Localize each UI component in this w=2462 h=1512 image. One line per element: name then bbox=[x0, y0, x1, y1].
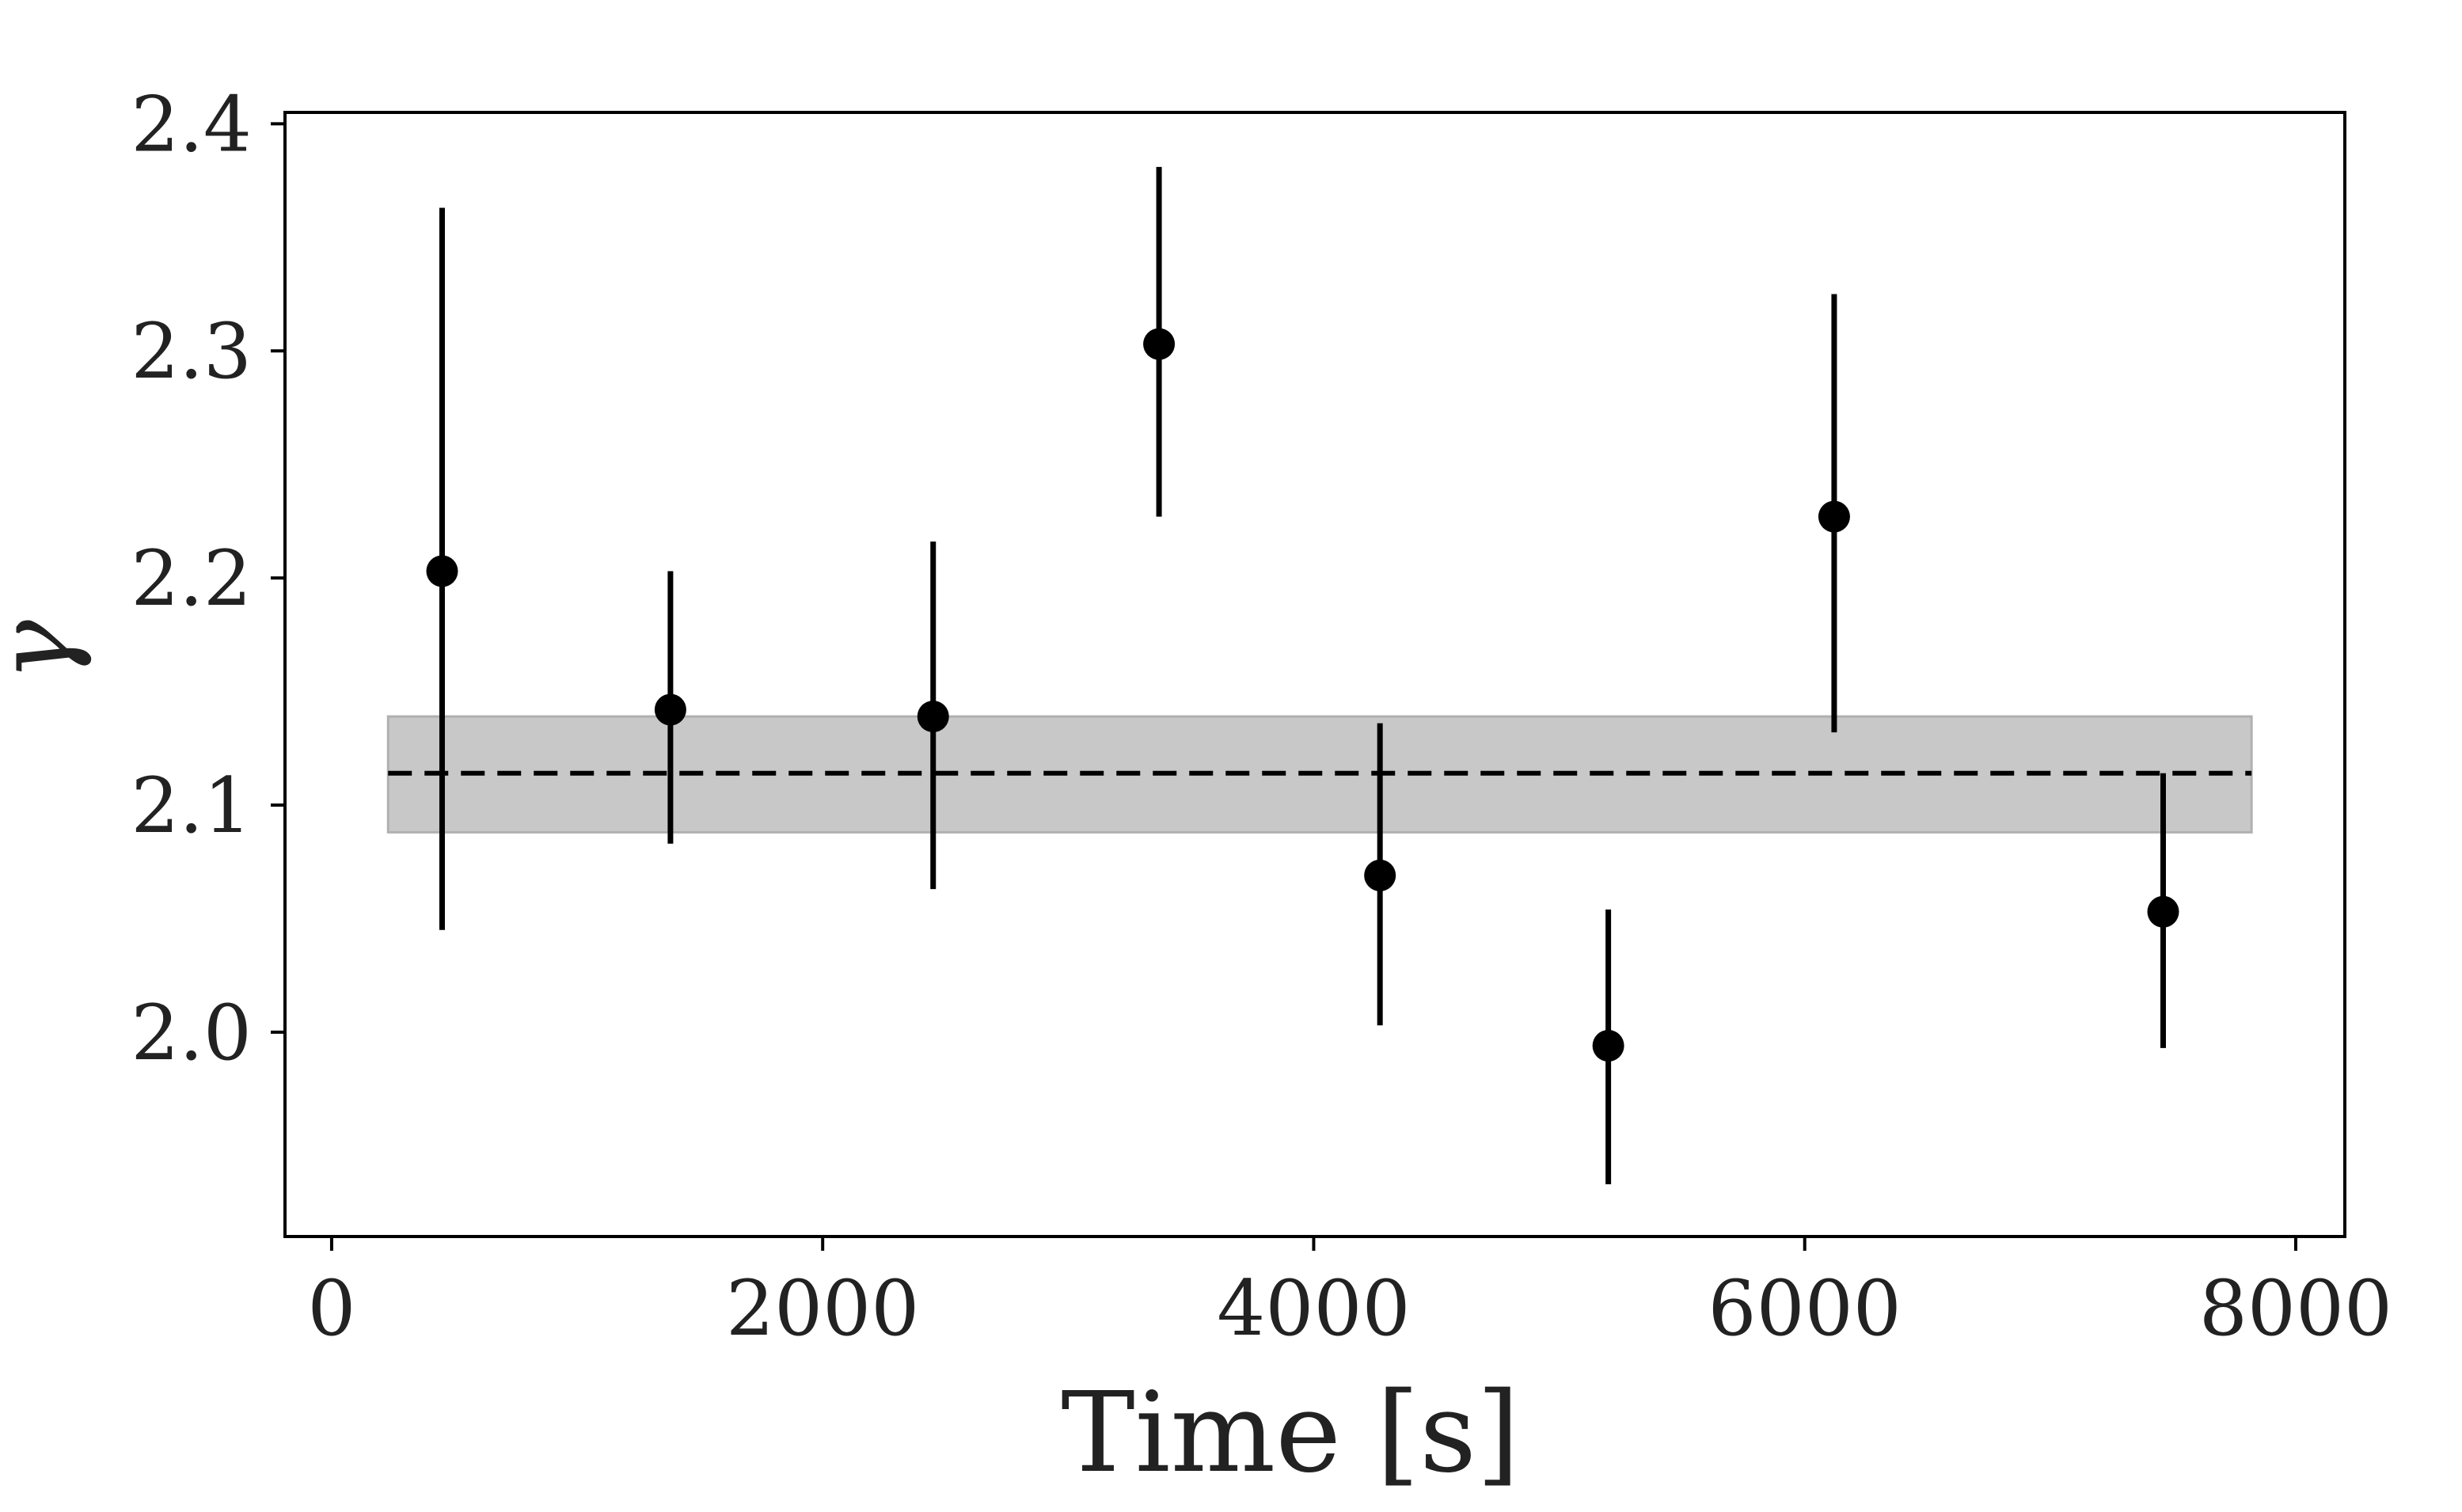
plot-area bbox=[386, 166, 2253, 1185]
data-point bbox=[1592, 1030, 1624, 1062]
data-point bbox=[426, 555, 458, 587]
data-point bbox=[1143, 328, 1176, 360]
x-axis-label: Time [s] bbox=[1061, 1369, 1519, 1498]
x-tick-label: 6000 bbox=[1708, 1264, 1902, 1353]
data-point bbox=[654, 693, 686, 726]
y-tick-label: 2.3 bbox=[131, 307, 252, 396]
x-tick-label: 2000 bbox=[726, 1264, 919, 1353]
axis-ticks: 0 2000 4000 6000 8000 2.0 2.1 2.2 2.3 2.4 bbox=[131, 80, 2392, 1353]
axes-frame bbox=[283, 111, 2346, 1238]
y-tick-label: 2.1 bbox=[131, 762, 252, 850]
y-tick-label: 2.4 bbox=[131, 80, 252, 169]
x-tick-label: 4000 bbox=[1217, 1264, 1410, 1353]
y-axis-label: γ bbox=[0, 620, 94, 682]
data-point bbox=[917, 701, 949, 733]
x-tick-label: 8000 bbox=[2199, 1264, 2392, 1353]
x-tick-label: 0 bbox=[307, 1264, 355, 1353]
y-tick-label: 2.2 bbox=[131, 534, 252, 623]
data-point bbox=[1364, 859, 1396, 891]
data-point bbox=[1818, 500, 1850, 533]
data-point bbox=[2147, 895, 2179, 928]
y-tick-label: 2.0 bbox=[131, 989, 252, 1077]
